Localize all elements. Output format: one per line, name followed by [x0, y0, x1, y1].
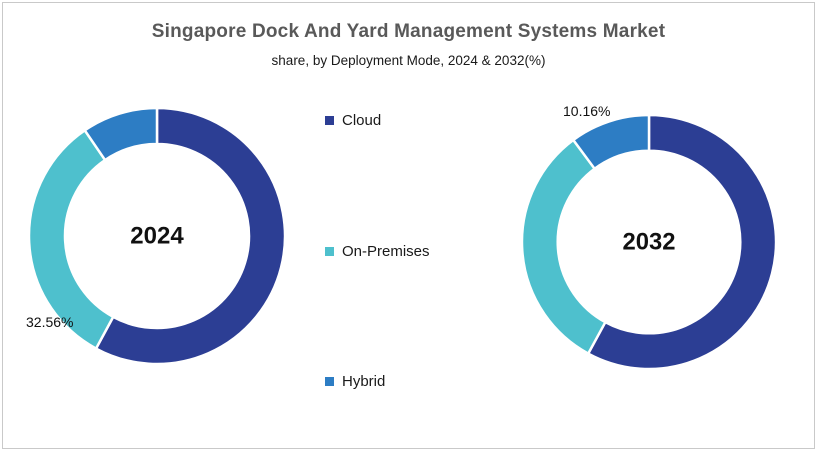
legend-swatch-on-premises: [325, 247, 334, 256]
slice-cloud-2032: [586, 113, 778, 371]
chart-title: Singapore Dock And Yard Management Syste…: [151, 21, 666, 42]
slice-label-hybrid-2032: 10.16%: [563, 103, 611, 119]
donut-center-label-2024: 2024: [130, 223, 184, 250]
donut-center-label-2032: 2032: [623, 229, 676, 256]
slice-cloud-2024: [94, 106, 287, 366]
slice-label-on-premises-2024: 32.56%: [26, 314, 74, 330]
legend-item-cloud: Cloud: [325, 112, 381, 129]
slice-hybrid-2024: [83, 106, 159, 162]
donut-chart-2032: 2032: [520, 113, 778, 371]
legend: Cloud On-Premises Hybrid: [325, 112, 465, 392]
slice-on-premises-2032: [520, 138, 608, 356]
legend-label-cloud: Cloud: [342, 112, 382, 129]
legend-label-hybrid: Hybrid: [342, 373, 386, 390]
legend-item-on-premises: On-Premises: [325, 243, 430, 260]
legend-label-on-premises: On-Premises: [342, 243, 430, 260]
legend-item-hybrid: Hybrid: [325, 373, 385, 390]
legend-swatch-hybrid: [325, 377, 334, 386]
legend-swatch-cloud: [325, 116, 334, 125]
chart-subtitle: share, by Deployment Mode, 2024 & 2032(%…: [271, 53, 546, 68]
donut-chart-2024: 2024: [27, 106, 287, 366]
slice-hybrid-2032: [571, 113, 651, 171]
